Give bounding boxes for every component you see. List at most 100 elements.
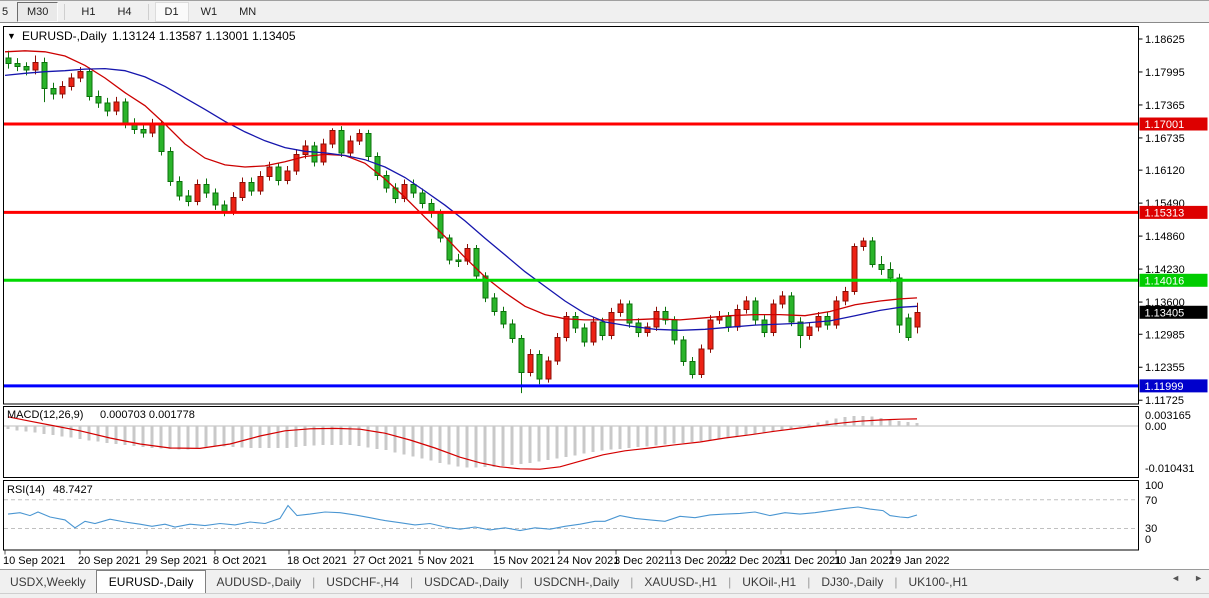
timeframe-button-5[interactable]: 5 xyxy=(2,5,9,18)
macd-histogram-bar xyxy=(222,426,226,447)
tab-ukoil-h1[interactable]: UKOil-,H1 xyxy=(742,574,797,589)
candle-body xyxy=(698,348,705,375)
timeframe-toolbar: 5 M30 H1 H4 D1 W1 MN xyxy=(0,1,1209,23)
tab-dj30-daily[interactable]: DJ30-,Daily xyxy=(821,574,884,589)
candle-body xyxy=(419,192,426,205)
candle-body xyxy=(176,181,183,197)
macd-histogram-bar xyxy=(429,426,433,461)
candle-body xyxy=(41,61,48,89)
macd-histogram-bar xyxy=(168,426,172,450)
tab-usdcad-daily[interactable]: USDCAD-,Daily xyxy=(424,574,509,589)
macd-histogram-bar xyxy=(708,426,712,440)
macd-histogram-bar xyxy=(384,426,388,451)
date-label: 22 Dec 2021 xyxy=(724,555,786,567)
macd-indicator-values: 0.000703 0.001778 xyxy=(100,409,195,421)
macd-histogram-bar xyxy=(870,416,874,426)
candle-body xyxy=(311,145,318,163)
tab-usdcnh-daily[interactable]: USDCNH-,Daily xyxy=(533,574,620,589)
svg-text:-0.010431: -0.010431 xyxy=(1145,463,1195,475)
macd-histogram-bar xyxy=(15,426,19,431)
macd-histogram-bar xyxy=(60,426,64,437)
macd-histogram-bar xyxy=(789,426,793,429)
price-badge-1.14016 xyxy=(1139,273,1208,287)
svg-text:1.13405: 1.13405 xyxy=(1145,307,1185,319)
tab-scroll-left-icon[interactable]: ◄ xyxy=(1171,573,1181,583)
macd-histogram-bar xyxy=(249,426,253,448)
macd-histogram-bar xyxy=(348,426,352,445)
svg-text:100: 100 xyxy=(1145,480,1163,492)
candle-body xyxy=(707,319,714,350)
candle-body xyxy=(275,166,282,182)
svg-text:1.15313: 1.15313 xyxy=(1145,207,1185,219)
macd-histogram-bar xyxy=(906,422,910,426)
candle-body xyxy=(905,317,912,339)
macd-histogram-bar xyxy=(294,426,298,447)
price-badge-1.11999 xyxy=(1139,379,1208,393)
date-label: 3 Dec 2021 xyxy=(614,555,670,567)
macd-histogram-bar xyxy=(501,426,505,466)
candle-body xyxy=(536,353,543,380)
tab-divider: | xyxy=(728,574,732,589)
macd-histogram-bar xyxy=(483,426,487,468)
macd-histogram-bar xyxy=(627,426,631,449)
tab-divider: | xyxy=(519,574,523,589)
tab-usdchf-h4[interactable]: USDCHF-,H4 xyxy=(326,574,399,589)
timeframe-button-mn[interactable]: MN xyxy=(239,5,257,18)
date-label: 29 Sep 2021 xyxy=(145,555,207,567)
macd-histogram-bar xyxy=(465,426,469,468)
symbol-dropdown-icon[interactable]: ▼ xyxy=(7,31,16,41)
tab-uk100-h1[interactable]: UK100-,H1 xyxy=(908,574,968,589)
moving-averages-layer xyxy=(4,50,918,331)
macd-histogram-bar xyxy=(204,426,208,448)
timeframe-button-m30[interactable]: M30 xyxy=(17,1,59,22)
candle-body xyxy=(410,183,417,194)
candle-body xyxy=(761,319,768,333)
macd-histogram-bar xyxy=(807,424,811,426)
timeframe-button-d1[interactable]: D1 xyxy=(154,1,189,22)
candle-body xyxy=(455,259,462,262)
timeframe-button-h4[interactable]: H4 xyxy=(117,5,132,18)
macd-histogram-bar xyxy=(357,426,361,447)
status-strip xyxy=(0,593,1209,598)
macd-histogram-bar xyxy=(321,426,325,445)
candle-body xyxy=(896,277,903,326)
macd-histogram-bar xyxy=(276,426,280,448)
candle-body xyxy=(59,85,66,95)
date-label: 8 Oct 2021 xyxy=(213,555,267,567)
toolbar-separator xyxy=(64,3,66,20)
svg-text:1.14230: 1.14230 xyxy=(1145,264,1185,276)
candle-body xyxy=(239,182,246,198)
tab-divider: | xyxy=(409,574,414,589)
macd-histogram-bar xyxy=(51,426,55,436)
macd-histogram-bar xyxy=(186,426,190,450)
tab-scroll-nav: ◄ ► xyxy=(1171,573,1203,583)
tab-xauusd-h1[interactable]: XAUUSD-,H1 xyxy=(644,574,718,589)
candle-body xyxy=(797,321,804,337)
tab-audusd-daily[interactable]: AUDUSD-,Daily xyxy=(216,574,302,589)
svg-text:1.16735: 1.16735 xyxy=(1145,133,1185,145)
macd-histogram-bar xyxy=(663,426,667,445)
macd-histogram-bar xyxy=(753,426,757,435)
macd-histogram-bar xyxy=(798,426,802,427)
tab-scroll-right-icon[interactable]: ► xyxy=(1194,573,1203,583)
candle-body xyxy=(464,248,471,262)
macd-histogram-bar xyxy=(96,426,100,442)
macd-histogram-bar xyxy=(744,426,748,436)
tab-eurusd-daily[interactable]: EURUSD-,Daily xyxy=(95,569,207,594)
tab-divider: | xyxy=(894,574,898,589)
macd-histogram-bar xyxy=(546,426,550,460)
macd-histogram-bar xyxy=(510,426,514,465)
macd-histogram-bar xyxy=(816,422,820,426)
candle-body xyxy=(779,295,786,305)
tab-usdx-weekly[interactable]: USDX,Weekly xyxy=(10,574,86,589)
timeframe-button-h1[interactable]: H1 xyxy=(81,5,96,18)
date-axis: 10 Sep 2021 20 Sep 2021 29 Sep 2021 8 Oct 2… xyxy=(3,550,950,567)
ma-fast-red xyxy=(4,50,918,321)
timeframe-button-w1[interactable]: W1 xyxy=(200,5,218,18)
macd-histogram-bar xyxy=(213,426,217,447)
macd-histogram-bar xyxy=(654,426,658,446)
macd-histogram-bar xyxy=(564,426,568,457)
svg-text:0.003165: 0.003165 xyxy=(1145,410,1191,422)
